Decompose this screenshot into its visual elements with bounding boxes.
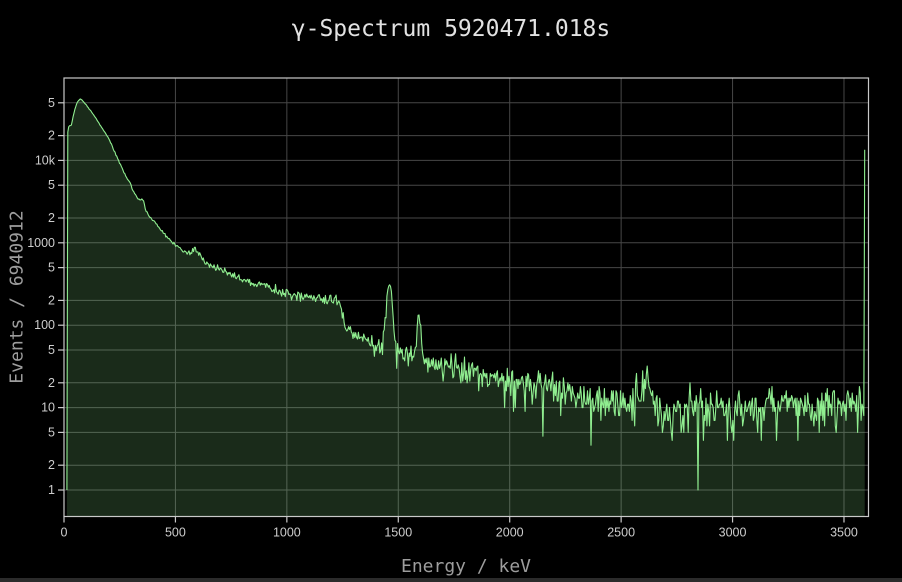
x-tick-label: 500 [165,526,186,540]
x-tick-label: 3000 [719,526,747,540]
y-tick-label: 100 [34,318,55,332]
chart-title: γ-Spectrum 5920471.018s [291,16,611,42]
y-tick-label: 2 [48,211,55,225]
y-tick-label: 10k [35,153,56,167]
y-tick-label: 2 [48,293,55,307]
y-tick-label: 5 [48,425,55,439]
x-tick-label: 2000 [496,526,524,540]
plot-border [63,77,870,518]
y-tick-label: 2 [48,129,55,143]
y-tick-label: 2 [48,376,55,390]
y-tick-label: 5 [48,96,55,110]
x-tick-label: 3500 [830,526,858,540]
y-tick-label: 2 [48,458,55,472]
y-tick-label: 10 [41,401,55,415]
spectrum-line [66,98,866,491]
x-tick-label: 1000 [273,526,301,540]
x-tick-label: 1500 [384,526,412,540]
window-bottom-edge [0,578,902,582]
x-axis-label: Energy / keV [400,556,532,577]
x-tick-label: 2500 [607,526,635,540]
y-tick-label: 1 [48,483,55,497]
spectrum-fill [66,98,865,517]
y-tick-label: 5 [48,343,55,357]
y-tick-label: 5 [48,178,55,192]
x-tick-label: 0 [61,526,68,540]
y-tick-label: 5 [48,261,55,275]
y-tick-label: 1000 [27,236,55,250]
